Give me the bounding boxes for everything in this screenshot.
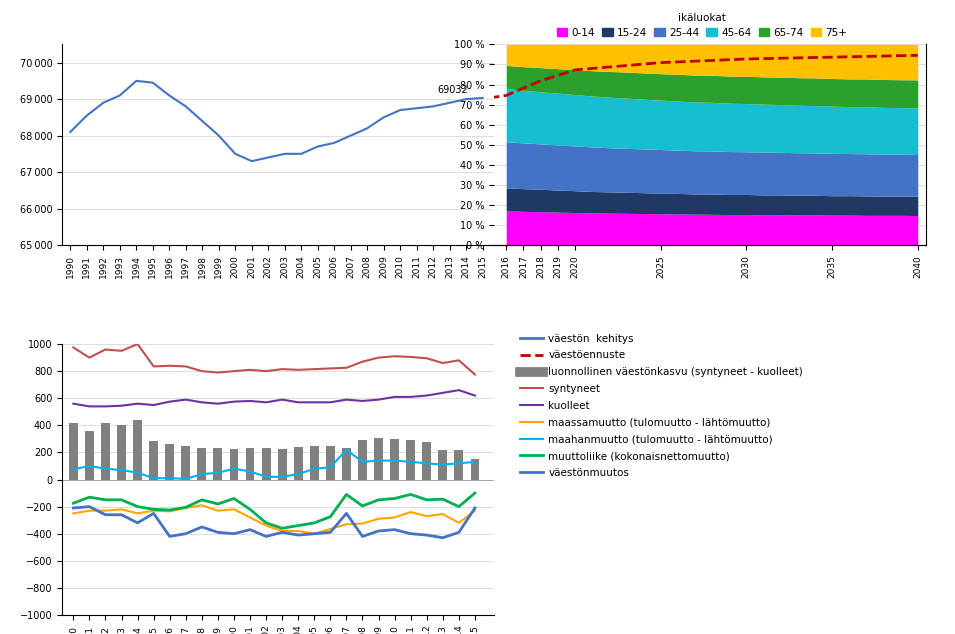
Bar bbox=[471, 458, 479, 479]
Bar bbox=[133, 420, 142, 479]
Bar bbox=[358, 440, 367, 479]
Bar bbox=[245, 448, 254, 479]
Text: 69032: 69032 bbox=[437, 84, 468, 94]
Legend: väestön  kehitys, väestöennuste, luonnollinen väestönkasvu (syntyneet - kuolleet: väestön kehitys, väestöennuste, luonnoll… bbox=[516, 330, 807, 482]
Bar bbox=[85, 430, 94, 479]
Bar bbox=[342, 448, 350, 479]
Bar bbox=[374, 437, 383, 479]
Legend: 0-14, 15-24, 25-44, 45-64, 65-74, 75+: 0-14, 15-24, 25-44, 45-64, 65-74, 75+ bbox=[553, 8, 851, 42]
Bar bbox=[69, 424, 77, 479]
Bar bbox=[422, 443, 431, 479]
Bar bbox=[117, 425, 126, 479]
Bar bbox=[278, 449, 286, 479]
Bar bbox=[262, 448, 270, 479]
Bar bbox=[214, 448, 223, 479]
Bar bbox=[455, 450, 463, 479]
Bar bbox=[438, 450, 447, 479]
Bar bbox=[149, 441, 159, 479]
Bar bbox=[101, 423, 110, 479]
Bar bbox=[165, 444, 174, 479]
Bar bbox=[391, 439, 399, 479]
Bar bbox=[229, 449, 239, 479]
Bar bbox=[181, 446, 190, 479]
Bar bbox=[198, 448, 206, 479]
Bar bbox=[326, 446, 335, 479]
Bar bbox=[294, 447, 303, 479]
Bar bbox=[406, 439, 415, 479]
Bar bbox=[309, 446, 319, 479]
